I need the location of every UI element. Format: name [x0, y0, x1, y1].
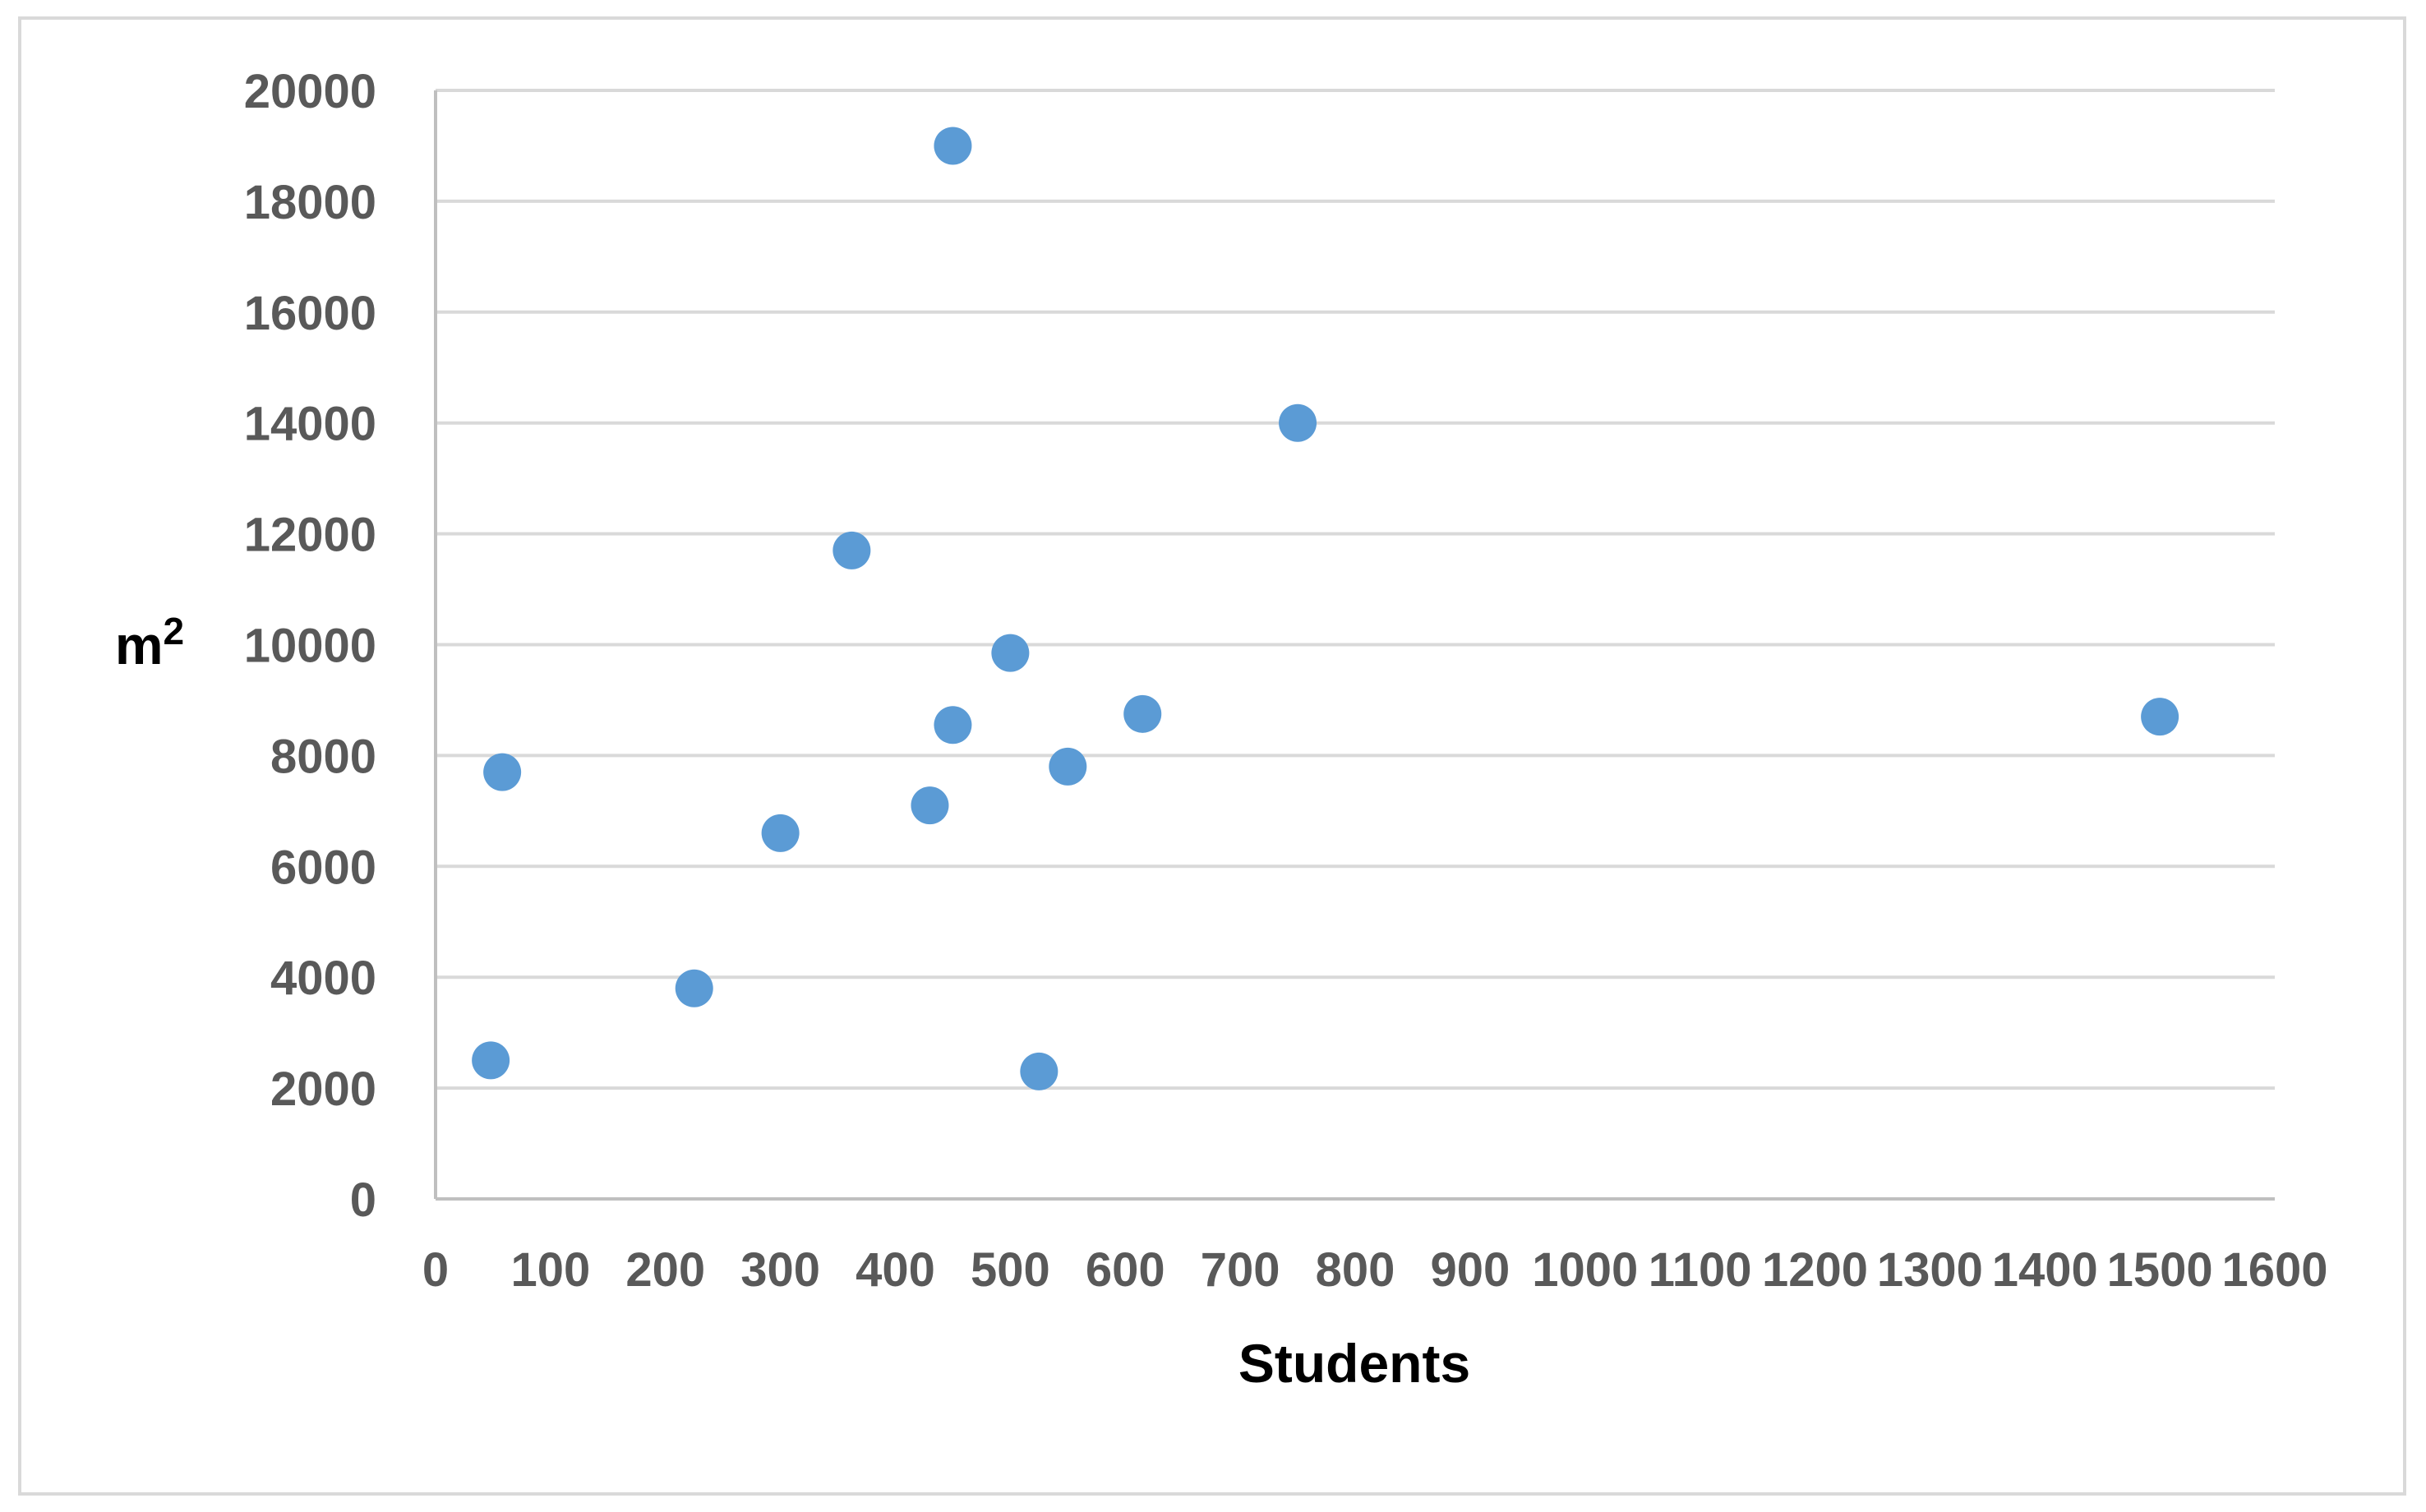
data-point-11	[1049, 747, 1087, 786]
data-point-14	[2141, 698, 2179, 736]
y-tick-label-14000: 14000	[244, 398, 376, 451]
y-tick-label-10000: 10000	[244, 620, 376, 673]
data-point-13	[1279, 403, 1317, 442]
data-point-2	[483, 753, 522, 791]
x-tick-label-100: 100	[510, 1243, 590, 1297]
x-tick-label-500: 500	[971, 1243, 1050, 1297]
data-point-10	[1020, 1052, 1058, 1090]
x-tick-label-1200: 1200	[1762, 1243, 1868, 1297]
y-tick-labels: 0 2000 4000 6000 8000 10000 12000 14000 16000 180…	[244, 65, 376, 1227]
x-tick-label-900: 900	[1430, 1243, 1510, 1297]
axes	[434, 90, 2275, 1201]
data-point-3	[675, 969, 713, 1007]
x-tick-label-1300: 1300	[1877, 1243, 1983, 1297]
y-tick-label-0: 0	[350, 1173, 376, 1227]
x-tick-label-1000: 1000	[1532, 1243, 1638, 1297]
data-point-12	[1123, 694, 1162, 733]
y-tick-label-2000: 2000	[270, 1063, 376, 1116]
x-axis-title: Students	[1238, 1333, 1470, 1394]
data-point-8	[934, 706, 972, 744]
x-tick-label-1400: 1400	[1992, 1243, 2098, 1297]
x-tick-label-800: 800	[1316, 1243, 1395, 1297]
y-axis-title: m2	[115, 610, 184, 675]
gridlines	[436, 89, 2275, 1090]
x-tick-label-1500: 1500	[2107, 1243, 2213, 1297]
x-tick-label-400: 400	[856, 1243, 935, 1297]
data-point-6	[911, 786, 949, 825]
y-tick-label-6000: 6000	[270, 841, 376, 894]
x-tick-label-0: 0	[422, 1243, 449, 1297]
x-tick-label-200: 200	[625, 1243, 705, 1297]
y-tick-label-12000: 12000	[244, 509, 376, 562]
y-axis-title-base: m	[115, 615, 164, 675]
y-tick-label-4000: 4000	[270, 952, 376, 1005]
data-point-5	[832, 531, 871, 569]
y-axis-title-superscript: 2	[164, 610, 185, 652]
data-point-7	[934, 127, 972, 165]
y-tick-label-18000: 18000	[244, 176, 376, 229]
y-tick-label-20000: 20000	[244, 65, 376, 118]
x-tick-label-600: 600	[1086, 1243, 1165, 1297]
x-tick-label-1100: 1100	[1649, 1243, 1752, 1297]
data-point-4	[761, 814, 800, 852]
x-tick-label-300: 300	[740, 1243, 820, 1297]
x-tick-labels: 0 100 200 300 400 500 600 700 800 900 1000 1100 1200…	[422, 1243, 2328, 1297]
data-points	[472, 127, 2179, 1090]
data-point-9	[991, 634, 1030, 672]
x-tick-label-700: 700	[1201, 1243, 1280, 1297]
y-tick-label-8000: 8000	[270, 730, 376, 783]
y-tick-label-16000: 16000	[244, 287, 376, 340]
x-tick-label-1600: 1600	[2221, 1243, 2327, 1297]
data-point-1	[472, 1041, 510, 1080]
